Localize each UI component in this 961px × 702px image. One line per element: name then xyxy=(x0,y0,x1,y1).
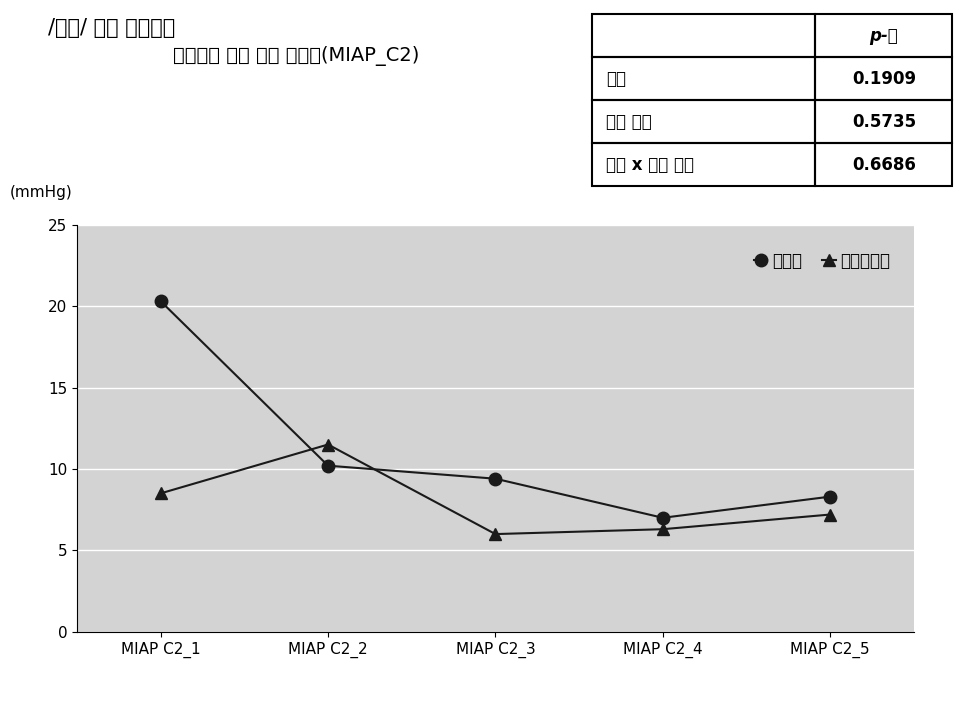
Text: p-값: p-값 xyxy=(869,27,898,44)
Text: /암파/ 연속 음절과제: /암파/ 연속 음절과제 xyxy=(48,18,175,37)
Bar xyxy=(591,57,814,100)
Text: 초성자음 압력 최대 상승점(MIAP_C2): 초성자음 압력 최대 상승점(MIAP_C2) xyxy=(173,46,419,65)
건청군 xyxy=(489,475,501,483)
Bar xyxy=(814,143,951,186)
건청군 xyxy=(155,297,166,305)
Text: 0.1909: 0.1909 xyxy=(850,69,915,88)
Text: 0.6686: 0.6686 xyxy=(851,156,915,173)
건청군 xyxy=(656,514,668,522)
Text: 집단 x 반복 횟수: 집단 x 반복 횟수 xyxy=(605,156,693,173)
Bar xyxy=(591,143,814,186)
건청군 xyxy=(322,461,333,470)
Line: 청각장애군: 청각장애군 xyxy=(155,438,835,541)
Text: 집단: 집단 xyxy=(605,69,626,88)
건청군 xyxy=(824,492,835,501)
Text: 반복 횟수: 반복 횟수 xyxy=(605,112,652,131)
청각장애군 xyxy=(824,510,835,519)
청각장애군 xyxy=(656,525,668,534)
Bar xyxy=(814,100,951,143)
Bar xyxy=(814,57,951,100)
Bar xyxy=(591,14,814,57)
Text: 0.5735: 0.5735 xyxy=(850,112,915,131)
청각장애군 xyxy=(489,530,501,538)
Bar xyxy=(814,14,951,57)
청각장애군 xyxy=(155,489,166,498)
청각장애군 xyxy=(322,440,333,449)
Text: (mmHg): (mmHg) xyxy=(10,185,73,200)
Line: 건청군: 건청군 xyxy=(155,295,835,524)
Legend: 건청군, 청각장애군: 건청군, 청각장애군 xyxy=(747,245,897,277)
Bar xyxy=(591,100,814,143)
